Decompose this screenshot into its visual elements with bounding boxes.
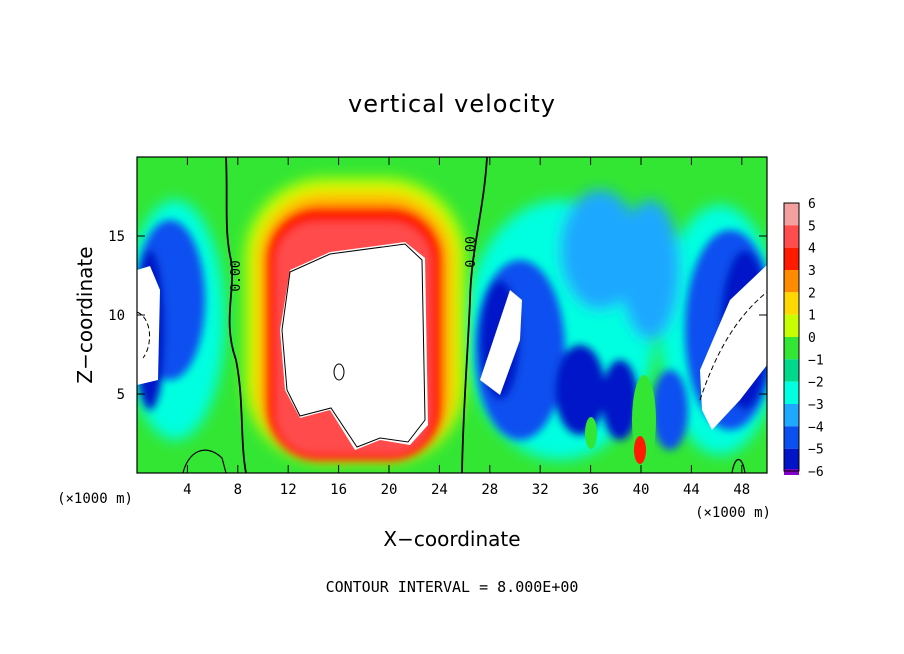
updraft-contour	[281, 243, 426, 448]
right-saturated	[700, 265, 767, 430]
y-axis: 5 10 15	[108, 229, 767, 403]
chart-title: vertical velocity	[348, 90, 556, 118]
colorbar-swatch	[784, 203, 799, 226]
contour-label-right: 0.00	[464, 236, 479, 267]
colorbar-swatch	[784, 292, 799, 315]
colorbar-swatch	[784, 381, 799, 404]
x-tick-label: 40	[633, 482, 650, 498]
colorbar-label: −6	[808, 465, 824, 480]
x-axis: 4 8 12 16 20 24 28 32 36 40 44 48	[183, 157, 750, 498]
dashed-contour-right	[699, 291, 768, 401]
contour-bottom-left	[182, 449, 227, 474]
colorbar-swatch	[784, 270, 799, 293]
colorbar-label: −5	[808, 443, 824, 458]
dashed-contour-left	[136, 311, 150, 359]
colorbar-label: 0	[808, 331, 816, 346]
y-tick-label: 10	[108, 308, 125, 324]
red-spot	[634, 436, 646, 464]
colorbar-label: −4	[808, 420, 824, 435]
x-tick-label: 16	[330, 482, 347, 498]
x-unit-left: (×1000 m)	[57, 491, 133, 507]
x-tick-label: 28	[481, 482, 498, 498]
updraft-saturated	[280, 242, 428, 450]
colorbar-label: −2	[808, 376, 824, 391]
contour-bottom-right	[731, 458, 746, 474]
colorbar-label: 1	[808, 309, 816, 324]
colorbar-label: 5	[808, 219, 816, 234]
contour-lines	[136, 156, 768, 474]
contour-ring	[333, 363, 345, 381]
colorbar-swatch	[784, 359, 799, 382]
x-tick-label: 24	[431, 482, 448, 498]
y-tick-label: 15	[108, 229, 125, 245]
x-tick-label: 20	[381, 482, 398, 498]
mid-saturated	[480, 290, 522, 395]
x-tick-label: 44	[683, 482, 700, 498]
colorbar-label: −3	[808, 398, 824, 413]
colorbar-label: 4	[808, 242, 816, 257]
x-unit-right: (×1000 m)	[695, 505, 771, 521]
colorbar-swatch	[784, 469, 799, 475]
y-tick-label: 5	[117, 387, 125, 403]
colorbar-label: 3	[808, 264, 816, 279]
x-tick-label: 48	[733, 482, 750, 498]
colorbar-label: −1	[808, 353, 824, 368]
colorbar-label: 6	[808, 197, 816, 212]
x-tick-label: 12	[280, 482, 297, 498]
zero-contour-right	[461, 156, 488, 474]
colorbar: 6 5 4 3 2 1 0 −1 −2 −3 −4 −5 −6	[783, 197, 824, 480]
colorbar-frame	[783, 202, 800, 472]
green-column-small	[585, 417, 597, 449]
zero-contour-left	[225, 156, 247, 474]
y-axis-label: Z−coordinate	[73, 246, 97, 383]
colorbar-swatch	[784, 337, 799, 360]
colorbar-swatch	[784, 448, 799, 471]
colorbar-label: 2	[808, 286, 816, 301]
x-tick-label: 4	[183, 482, 191, 498]
heatmap-field	[137, 157, 767, 473]
colorbar-swatch	[784, 426, 799, 449]
x-tick-label: 36	[582, 482, 599, 498]
contour-interval-note: CONTOUR INTERVAL = 8.000E+00	[326, 578, 579, 596]
colorbar-swatch	[784, 225, 799, 248]
x-tick-label: 8	[234, 482, 242, 498]
contour-label-left: 0.00	[229, 260, 244, 291]
colorbar-swatch	[784, 314, 799, 337]
x-tick-label: 32	[532, 482, 549, 498]
colorbar-swatch	[784, 247, 799, 270]
colorbar-swatch	[784, 404, 799, 427]
x-axis-label: X−coordinate	[383, 527, 520, 551]
